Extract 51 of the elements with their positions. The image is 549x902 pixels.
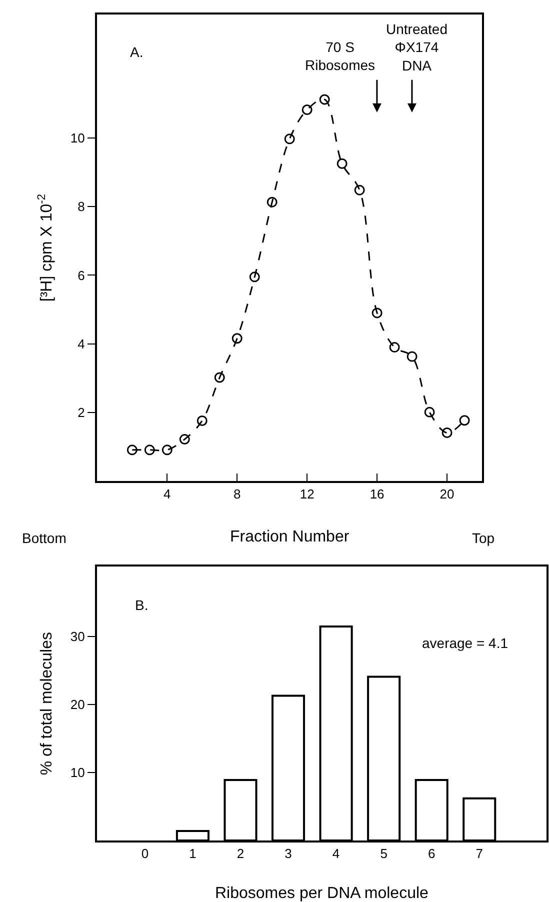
x-tick-label: 8 <box>234 486 241 502</box>
point <box>424 406 435 418</box>
annotation: 70 S Ribosomes <box>305 39 376 74</box>
y-tick-label: 10 <box>70 130 85 146</box>
y-tick-label: 10 <box>70 765 85 780</box>
y-tick-label: 4 <box>78 336 85 352</box>
y-tick-label: 6 <box>78 268 85 283</box>
x-tick-label: 0 <box>141 846 149 861</box>
x-tick-label: 6 <box>428 846 436 861</box>
text: Top <box>472 530 495 546</box>
point <box>442 428 452 438</box>
point <box>406 351 418 362</box>
point <box>179 434 190 445</box>
x-tick-label: 12 <box>300 486 314 502</box>
x-tick-label: 4 <box>164 486 171 502</box>
point <box>389 342 400 353</box>
x-tick-label: 2 <box>236 846 244 861</box>
point <box>354 184 365 196</box>
annotation: Untreated ΦX174 DNA <box>386 21 448 74</box>
x-tick-label: 4 <box>332 846 340 861</box>
point <box>284 134 295 144</box>
text: Bottom <box>22 530 66 546</box>
y-tick-label: 8 <box>78 199 85 214</box>
point <box>302 104 312 115</box>
x-tick-label: 16 <box>370 486 384 502</box>
y-tick-label: 20 <box>70 697 85 712</box>
x-tick-label: 7 <box>476 846 483 861</box>
x-tick-label: 20 <box>440 486 454 502</box>
x-axis-title: Ribosomes per DNA molecule <box>215 885 429 902</box>
point <box>126 444 138 456</box>
point <box>336 158 348 169</box>
x-tick-label: 1 <box>189 846 196 861</box>
x-tick-label: 3 <box>284 846 292 861</box>
point <box>196 415 208 426</box>
point <box>249 272 260 282</box>
point <box>372 308 382 318</box>
point <box>459 415 470 426</box>
point <box>319 94 330 105</box>
y-tick-label: 2 <box>78 405 85 420</box>
annotation: A. <box>130 44 144 60</box>
x-tick-label: 5 <box>380 846 388 861</box>
point <box>232 333 242 344</box>
point <box>214 372 225 383</box>
point <box>144 444 155 456</box>
y-axis-title: % of total molecules <box>38 632 56 776</box>
x-axis-title: Fraction Number <box>230 528 350 546</box>
point <box>162 444 172 456</box>
annotation: average = 4.1 <box>422 635 508 651</box>
point <box>266 196 278 208</box>
y-tick-label: 30 <box>70 629 85 644</box>
annotation: B. <box>135 597 148 613</box>
